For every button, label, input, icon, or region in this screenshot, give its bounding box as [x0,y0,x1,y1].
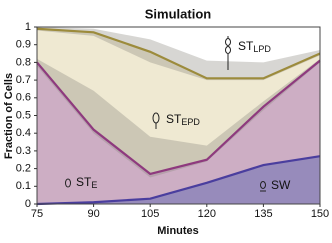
annotation-subscript: EPD [181,117,200,127]
annotation: STEPD [152,112,200,129]
y-tick-label: 0.1 [16,180,31,192]
area [37,60,320,204]
annotation-text: SW [271,178,291,192]
line [36,27,321,80]
x-tick-label: 135 [254,208,272,220]
annotation-subscript: LPD [253,44,271,54]
annotation-text: ST [166,112,182,126]
annotation-label: STE [76,175,97,190]
y-tick-label: 0.7 [16,74,31,86]
band [37,27,320,81]
x-axis-label: Minutes [157,225,199,237]
y-tick-label: 0.3 [16,145,31,157]
cell-icon [225,46,231,54]
x-tick-label: 90 [87,208,99,220]
cell-icon [225,38,231,46]
x-tick-label: 150 [311,208,329,220]
y-tick-label: 0.4 [16,127,31,139]
annotation: STLPD [225,36,271,70]
y-tick-label: 0.6 [16,92,31,104]
y-axis-label: Fraction of Cells [3,73,15,159]
annotation-label: SW [271,178,291,192]
area [37,156,320,204]
annotation: STE [65,175,97,190]
cell-icon [65,178,71,188]
annotation-text: ST [76,175,92,189]
y-tick-label: 0 [25,198,31,210]
annotation-label: STEPD [166,112,200,127]
line [36,155,321,206]
y-tick-label: 0.8 [16,56,31,68]
annotation-text: ST [238,39,254,53]
y-tick-label: 0.9 [16,39,31,51]
band [37,58,320,178]
annotation-label: STLPD [238,39,271,54]
annotation: SW [260,178,291,192]
line [36,59,321,176]
annotation-subscript: E [91,180,97,190]
x-tick-label: 105 [141,208,159,220]
x-tick-label: 75 [31,208,43,220]
chart-title: Simulation [145,6,212,21]
x-tick-label: 120 [198,208,216,220]
y-tick-label: 0.2 [16,163,31,175]
cell-icon [260,181,266,189]
y-tick-label: 0.5 [16,109,31,121]
y-tick-label: 1 [25,21,31,33]
